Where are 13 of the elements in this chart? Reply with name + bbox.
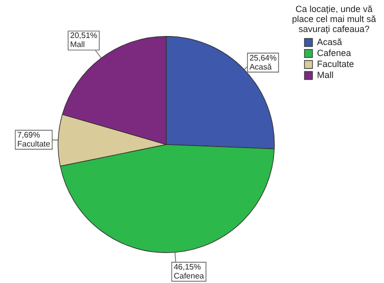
slice-label: Mall (70, 40, 86, 50)
legend-label: Cafenea (316, 48, 352, 58)
legend-title: Ca locație, unde vă place cel mai mult să savurați cafeaua? (290, 4, 378, 34)
data-label: 20,51% (70, 31, 98, 40)
legend-label: Acasă (316, 36, 342, 47)
legend-label: Mall (316, 70, 334, 80)
slice-label: Facultate (17, 139, 51, 148)
legend-label: Facultate (316, 58, 354, 69)
data-label: 46,15% (174, 262, 201, 272)
data-label: 25,64% (249, 53, 277, 62)
data-label: 7,69% (17, 130, 40, 140)
slice-label: Acasă (249, 62, 272, 72)
slice-label: Cafenea (174, 271, 205, 280)
